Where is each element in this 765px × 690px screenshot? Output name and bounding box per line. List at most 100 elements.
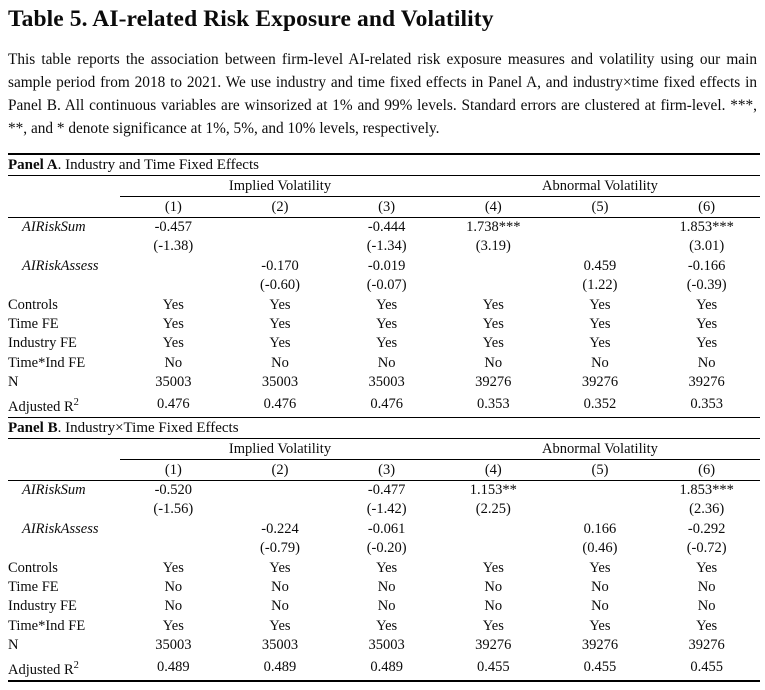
value-cell: 0.489 (226, 655, 334, 682)
panel-heading: Panel B. Industry×Time Fixed Effects (8, 416, 760, 439)
value-cell: 35003 (155, 374, 192, 391)
value-cell: -0.520 (154, 481, 193, 498)
group-header: Implied Volatility (120, 438, 440, 460)
value-cell: Yes (589, 316, 611, 333)
row-label-text: Time*Ind FE (8, 354, 86, 371)
value-cell: 1.738*** (466, 219, 521, 235)
column-number: (4) (439, 196, 547, 218)
value-cell: Yes (482, 559, 504, 576)
value-cell: (-0.72) (686, 540, 727, 557)
value-cell (547, 218, 654, 238)
value-cell (227, 218, 334, 238)
row-label-text: Time*Ind FE (8, 617, 86, 634)
row-label (8, 500, 120, 519)
value-cell: 0.476 (370, 396, 403, 413)
table-row: Adjusted R2 0.476 0.476 0.476 0.353 0.352 0.35… (8, 393, 760, 418)
group-header: Abnormal Volatility (439, 175, 760, 197)
value-cell (120, 257, 227, 276)
row-label: Time*Ind FE (8, 617, 120, 636)
row-label: AIRiskAssess (8, 257, 120, 276)
value-cell: No (377, 578, 396, 595)
column-number: (3) (333, 196, 440, 218)
value-cell: 35003 (155, 637, 192, 654)
table-row: AIRiskSum -0.457 -0.444 1.738*** 1.853*** (8, 218, 760, 238)
value-cell: Yes (269, 316, 291, 333)
value-cell: Yes (376, 316, 398, 333)
value-cell: 1.153** (469, 481, 517, 498)
row-label: Controls (8, 559, 120, 578)
value-cell: (3.01) (689, 238, 725, 255)
value-cell (440, 539, 547, 558)
value-cell: (-1.56) (153, 501, 194, 518)
value-cell: No (164, 354, 183, 371)
value-cell: 39276 (688, 374, 725, 391)
row-label (8, 276, 120, 295)
value-cell: No (377, 354, 396, 371)
value-cell (440, 257, 547, 276)
value-cell: 0.476 (157, 396, 190, 413)
value-cell: No (377, 598, 396, 615)
row-label-text: N (8, 374, 19, 391)
value-cell (440, 520, 547, 539)
value-cell: Yes (696, 316, 718, 333)
row-label-superscript: 2 (73, 396, 79, 408)
row-label: Industry FE (8, 334, 120, 353)
value-cell (227, 237, 334, 256)
table-row: (-1.56) (-1.42) (2.25) (2.36) (8, 500, 760, 519)
column-number: (4) (439, 459, 547, 481)
value-cell: Yes (589, 617, 611, 634)
group-header: Abnormal Volatility (439, 438, 760, 460)
table-row: Controls Yes Yes Yes Yes Yes Yes (8, 559, 760, 578)
column-number: (1) (120, 196, 227, 218)
row-label: N (8, 636, 120, 655)
value-cell: -0.170 (261, 257, 299, 274)
row-label: AIRiskSum (8, 480, 120, 500)
panel-label: Panel B (8, 419, 58, 436)
value-cell: Yes (269, 617, 291, 634)
value-cell: Yes (376, 617, 398, 634)
row-label-text: AIRiskAssess (22, 257, 99, 274)
panel-heading: Panel A. Industry and Time Fixed Effects (8, 153, 760, 176)
value-cell: Yes (696, 335, 718, 352)
value-cell (547, 237, 654, 256)
value-cell: Yes (589, 335, 611, 352)
value-cell (120, 539, 227, 558)
table-row: Time*Ind FE No No No No No No (8, 354, 760, 373)
value-cell: 1.853*** (679, 219, 734, 235)
value-cell: 0.352 (583, 396, 617, 413)
value-cell: Yes (376, 335, 398, 352)
value-cell: 0.455 (546, 655, 654, 682)
value-cell: Yes (269, 335, 291, 352)
column-number-row: (1) (2) (3) (4) (5) (6) (8, 459, 760, 481)
row-label: Adjusted R2 (8, 393, 120, 418)
row-label: Controls (8, 296, 120, 315)
value-cell: No (164, 578, 183, 595)
table-row: N 35003 35003 35003 39276 39276 39276 (8, 636, 760, 655)
column-number: (2) (226, 196, 334, 218)
panel-title: . Industry×Time Fixed Effects (57, 419, 239, 436)
value-cell: Yes (269, 559, 291, 576)
row-label: Adjusted R2 (8, 655, 120, 682)
row-label-text: N (8, 637, 19, 654)
value-cell: -0.292 (687, 520, 726, 537)
column-group-row: Implied Volatility Abnormal Volatility (8, 175, 760, 197)
value-cell: Yes (696, 559, 718, 576)
value-cell: Yes (162, 335, 184, 352)
row-label-text: Controls (8, 559, 58, 576)
value-cell: 0.353 (690, 396, 723, 413)
value-cell: 35003 (368, 637, 405, 654)
value-cell (547, 480, 654, 500)
group-header-spacer (8, 438, 120, 459)
value-cell: (3.19) (475, 238, 511, 255)
row-label-text: Time FE (8, 578, 59, 595)
value-cell: 35003 (261, 637, 299, 654)
row-label: Time FE (8, 315, 120, 334)
value-cell: 0.166 (583, 520, 617, 537)
row-label: N (8, 373, 120, 392)
row-label (8, 237, 120, 256)
value-cell: 35003 (261, 374, 299, 391)
value-cell: 0.489 (333, 655, 440, 682)
value-cell: Yes (482, 335, 504, 352)
value-cell: Yes (589, 296, 611, 313)
table-row: (-1.38) (-1.34) (3.19) (3.01) (8, 237, 760, 256)
